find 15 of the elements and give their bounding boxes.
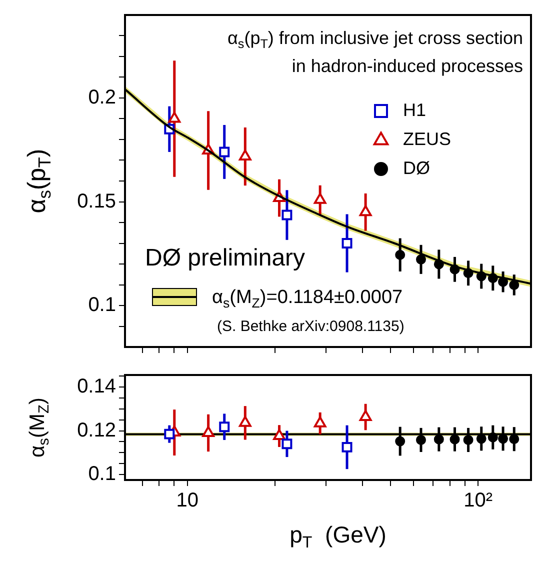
legend-label: H1 bbox=[403, 100, 426, 120]
y-axis-title: αs(MZ) bbox=[26, 398, 52, 458]
y-tick-label: 0.2 bbox=[88, 86, 116, 109]
y-tick-label: 0.12 bbox=[77, 419, 116, 442]
y-tick-label: 0.15 bbox=[77, 190, 116, 212]
y-tick-label: 0.14 bbox=[77, 376, 116, 398]
y-axis-title: αs(pT) bbox=[22, 148, 54, 214]
x-tick-label: 10 bbox=[176, 490, 199, 512]
y-tick-label: 0.1 bbox=[88, 294, 116, 316]
legend-label: ZEUS bbox=[403, 128, 452, 149]
annotation: (S. Bethke arXiv:0908.1135) bbox=[217, 318, 404, 336]
legend-label: DØ bbox=[403, 158, 430, 178]
y-tick-label: 0.1 bbox=[88, 463, 116, 486]
annotation: DØ preliminary bbox=[145, 244, 306, 272]
x-tick-label: 10² bbox=[464, 490, 493, 512]
